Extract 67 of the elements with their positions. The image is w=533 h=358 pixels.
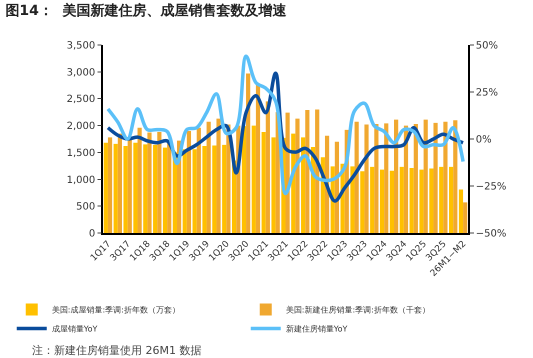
bar xyxy=(182,149,187,233)
bar xyxy=(114,144,118,233)
y-tick-label: 3,000 xyxy=(66,67,96,78)
bar xyxy=(128,138,132,233)
y2-tick-label: −50% xyxy=(476,228,506,240)
bar xyxy=(458,189,464,233)
bar xyxy=(380,170,384,233)
bar xyxy=(400,166,404,233)
y2-tick-label: −25% xyxy=(476,182,506,192)
bar xyxy=(133,142,138,233)
bar xyxy=(271,137,276,233)
bar xyxy=(206,122,211,233)
bar xyxy=(360,171,364,233)
y-tick-label: 2,500 xyxy=(66,94,96,106)
bar xyxy=(414,124,418,233)
bar xyxy=(246,73,250,233)
bar xyxy=(410,168,414,233)
line-series xyxy=(106,54,465,196)
y-tick-label: 0 xyxy=(88,228,96,240)
bar xyxy=(104,142,108,233)
y-tick-label: 500 xyxy=(76,202,96,213)
bar xyxy=(252,126,256,233)
bar xyxy=(212,145,216,233)
bar xyxy=(222,144,226,233)
y-tick-label: 3,500 xyxy=(66,40,96,52)
bar xyxy=(439,166,444,233)
y2-tick-label: 50% xyxy=(476,40,498,52)
bar xyxy=(364,124,369,233)
bar xyxy=(449,166,454,233)
bar xyxy=(123,146,128,233)
y2-tick-label: 25% xyxy=(476,88,498,98)
bar xyxy=(262,132,266,233)
bar xyxy=(216,118,221,233)
bar xyxy=(186,130,192,233)
bar xyxy=(157,132,162,233)
bar xyxy=(384,123,388,233)
y-tick-label: 1,500 xyxy=(66,148,96,159)
bar xyxy=(108,137,112,233)
bar xyxy=(147,132,152,233)
bar xyxy=(162,148,168,233)
bar xyxy=(305,110,310,233)
bar xyxy=(315,109,320,233)
bar xyxy=(390,170,394,233)
bar xyxy=(192,149,197,233)
bar xyxy=(463,202,468,233)
bar xyxy=(256,84,260,233)
legend-label: 美国:新建住房销量:季调:折年数（千套） xyxy=(286,306,430,315)
bar xyxy=(419,170,424,233)
bar xyxy=(153,144,158,233)
bar xyxy=(424,120,428,233)
y-tick-label: 2,000 xyxy=(66,121,96,132)
legend-label: 新建住房销量YoY xyxy=(286,324,348,334)
bar xyxy=(138,128,142,233)
legend-label: 美国:成屋销量:季调:折年数（万套） xyxy=(52,306,180,315)
chart-title: 图14： 美国新建住房、成屋销售套数及增速 xyxy=(5,2,288,20)
bar xyxy=(202,146,207,233)
y2-tick-label: 0% xyxy=(476,134,492,146)
text: 注：新建住房销量使用 26M1 数据 xyxy=(32,344,202,357)
bar xyxy=(354,122,359,233)
bar xyxy=(118,134,122,233)
bar xyxy=(196,128,201,233)
y-tick-label: 1,000 xyxy=(66,174,96,186)
bar xyxy=(167,142,172,233)
legend-label: 成屋销量YoY xyxy=(52,324,98,334)
bar xyxy=(370,166,374,233)
bar xyxy=(143,144,148,233)
bar xyxy=(429,168,434,233)
